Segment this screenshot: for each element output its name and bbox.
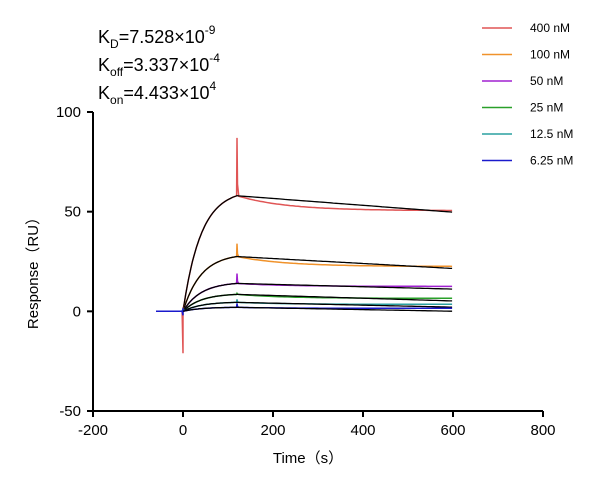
series-line (156, 137, 453, 354)
legend-label: 25 nM (530, 101, 563, 115)
y-tick-label: 100 (56, 104, 81, 121)
kinetics-annotation: Koff=3.337×10-4 (98, 51, 220, 79)
legend-label: 6.25 nM (530, 154, 573, 168)
fit-line (182, 306, 453, 312)
x-axis-title: Time（s） (273, 450, 343, 467)
x-tick-label: 200 (260, 422, 285, 439)
legend-label: 100 nM (530, 48, 570, 62)
x-tick-label: -200 (78, 422, 108, 439)
x-tick-label: 600 (440, 422, 465, 439)
fit-line (182, 282, 453, 312)
legend-label: 12.5 nM (530, 127, 573, 141)
fit-line (182, 293, 453, 312)
series-line (156, 243, 453, 313)
x-tick-label: 400 (350, 422, 375, 439)
y-tick-label: 0 (73, 303, 81, 320)
legend-label: 400 nM (530, 21, 570, 35)
x-tick-label: 0 (179, 422, 187, 439)
y-axis-title: Response（RU） (25, 210, 42, 329)
fit-line (182, 255, 453, 312)
fit-line (182, 301, 453, 312)
kinetics-annotation: Kon=4.433×104 (98, 79, 216, 107)
x-tick-label: 800 (530, 422, 555, 439)
y-tick-label: -50 (59, 403, 81, 420)
y-tick-label: 50 (64, 204, 81, 221)
legend-label: 50 nM (530, 74, 563, 88)
kinetics-annotation: KD=7.528×10-9 (98, 23, 216, 51)
fit-line (182, 195, 453, 312)
